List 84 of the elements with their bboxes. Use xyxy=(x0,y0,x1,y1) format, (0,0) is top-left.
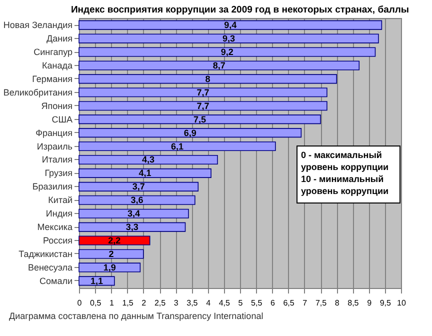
data-label: 4,3 xyxy=(142,154,154,165)
x-tick-label: 4,5 xyxy=(218,298,231,308)
y-tick-label: США xyxy=(52,114,72,124)
x-tick-label: 6 xyxy=(270,298,276,308)
data-label: 7,7 xyxy=(196,100,210,111)
x-tick-label: 8,5 xyxy=(348,298,360,308)
x-tick-label: 9,5 xyxy=(380,298,392,308)
y-tick-label: Италия xyxy=(42,154,73,165)
y-tick-label: Индия xyxy=(46,208,73,219)
data-label: 3,6 xyxy=(130,195,144,206)
y-tick-label: Дания xyxy=(46,34,73,44)
y-tick-label: Грузия xyxy=(44,168,73,178)
y-tick-label: Россия xyxy=(42,236,73,246)
annotation: 0 - максимальный уровень коррупции 10 - минимальный уровень коррупции xyxy=(301,150,389,196)
data-label: 2 xyxy=(108,249,114,259)
y-tick-label: Канада xyxy=(42,60,72,70)
y-tick-label: Бразилия xyxy=(32,182,73,192)
y-tick-label: Венесуэла xyxy=(28,262,72,272)
data-label: 6,9 xyxy=(184,128,196,138)
x-tick-label: 2,5 xyxy=(154,298,166,308)
data-label: 8 xyxy=(205,74,210,84)
x-tick-label: 5 xyxy=(238,298,244,308)
x-tick-label: 0 xyxy=(77,298,82,308)
data-label: 3,7 xyxy=(132,182,145,192)
bar xyxy=(78,47,376,57)
y-tick-label: Таджикистан xyxy=(18,249,73,259)
y-tick-label: Мексика xyxy=(37,222,72,232)
data-label: 7,7 xyxy=(196,87,210,98)
y-tick-label: Китай xyxy=(48,195,72,206)
data-label: 1,1 xyxy=(90,276,103,286)
x-tick-label: 1 xyxy=(109,298,114,308)
bar xyxy=(78,249,144,259)
x-tick-label: 10 xyxy=(397,298,406,308)
data-label: 9,2 xyxy=(220,47,234,57)
bar xyxy=(78,60,360,70)
bar xyxy=(78,222,186,232)
data-label: 1,9 xyxy=(103,262,116,272)
x-tick-label: 7,5 xyxy=(315,298,328,308)
y-tick-label: Сомали xyxy=(40,276,72,286)
bar xyxy=(78,182,199,192)
x-tick-label: 0,5 xyxy=(90,298,102,308)
bar xyxy=(78,208,189,218)
y-tick-label: Германия xyxy=(32,74,73,84)
bar xyxy=(78,236,150,246)
x-tick-label: 6,5 xyxy=(283,298,295,308)
bar xyxy=(78,141,276,152)
bar xyxy=(78,195,196,205)
data-label: 6,1 xyxy=(170,141,184,152)
bar xyxy=(78,74,337,84)
data-label: 3,4 xyxy=(127,208,140,219)
x-tick-label: 7 xyxy=(302,298,308,308)
x-tick-label: 1,5 xyxy=(122,298,134,308)
bar xyxy=(78,154,218,165)
x-tick-label: 9 xyxy=(367,298,372,308)
bar xyxy=(78,128,302,138)
x-tick-label: 4 xyxy=(206,298,212,308)
x-tick-label: 3,5 xyxy=(186,298,198,308)
bar xyxy=(78,101,328,111)
x-tick-label: 3 xyxy=(174,298,179,308)
x-tick-label: 8 xyxy=(334,298,340,308)
bar xyxy=(78,88,328,98)
data-label: 4,1 xyxy=(138,168,152,178)
x-tick-label: 5,5 xyxy=(251,298,263,308)
x-tick-label: 2 xyxy=(142,298,147,308)
y-tick-label: Япония xyxy=(41,100,73,111)
bar xyxy=(78,276,115,286)
data-label: 3,3 xyxy=(126,222,138,232)
data-label: 9,3 xyxy=(222,34,235,44)
data-label: 9,4 xyxy=(224,20,237,30)
bar xyxy=(78,262,141,272)
text: Диаграмма составлена по данным Transparency International xyxy=(9,311,264,321)
y-tick-label: Франция xyxy=(36,128,73,138)
data-label: 2,2 xyxy=(108,236,121,246)
bar xyxy=(78,20,382,30)
y-tick-label: Сингапур xyxy=(34,47,72,57)
y-tick-label: Новая Зеландия xyxy=(3,20,73,30)
bar xyxy=(78,114,321,124)
data-label: 8,7 xyxy=(212,60,226,70)
bar xyxy=(78,34,379,44)
y-tick-label: Великобритания xyxy=(3,87,73,98)
bar xyxy=(78,168,212,178)
y-tick-label: Израиль xyxy=(36,141,73,152)
chart-title: Индекс восприятия коррупции за 2009 год в некоторых странах, баллы xyxy=(70,4,410,16)
data-label: 7,5 xyxy=(193,114,206,124)
